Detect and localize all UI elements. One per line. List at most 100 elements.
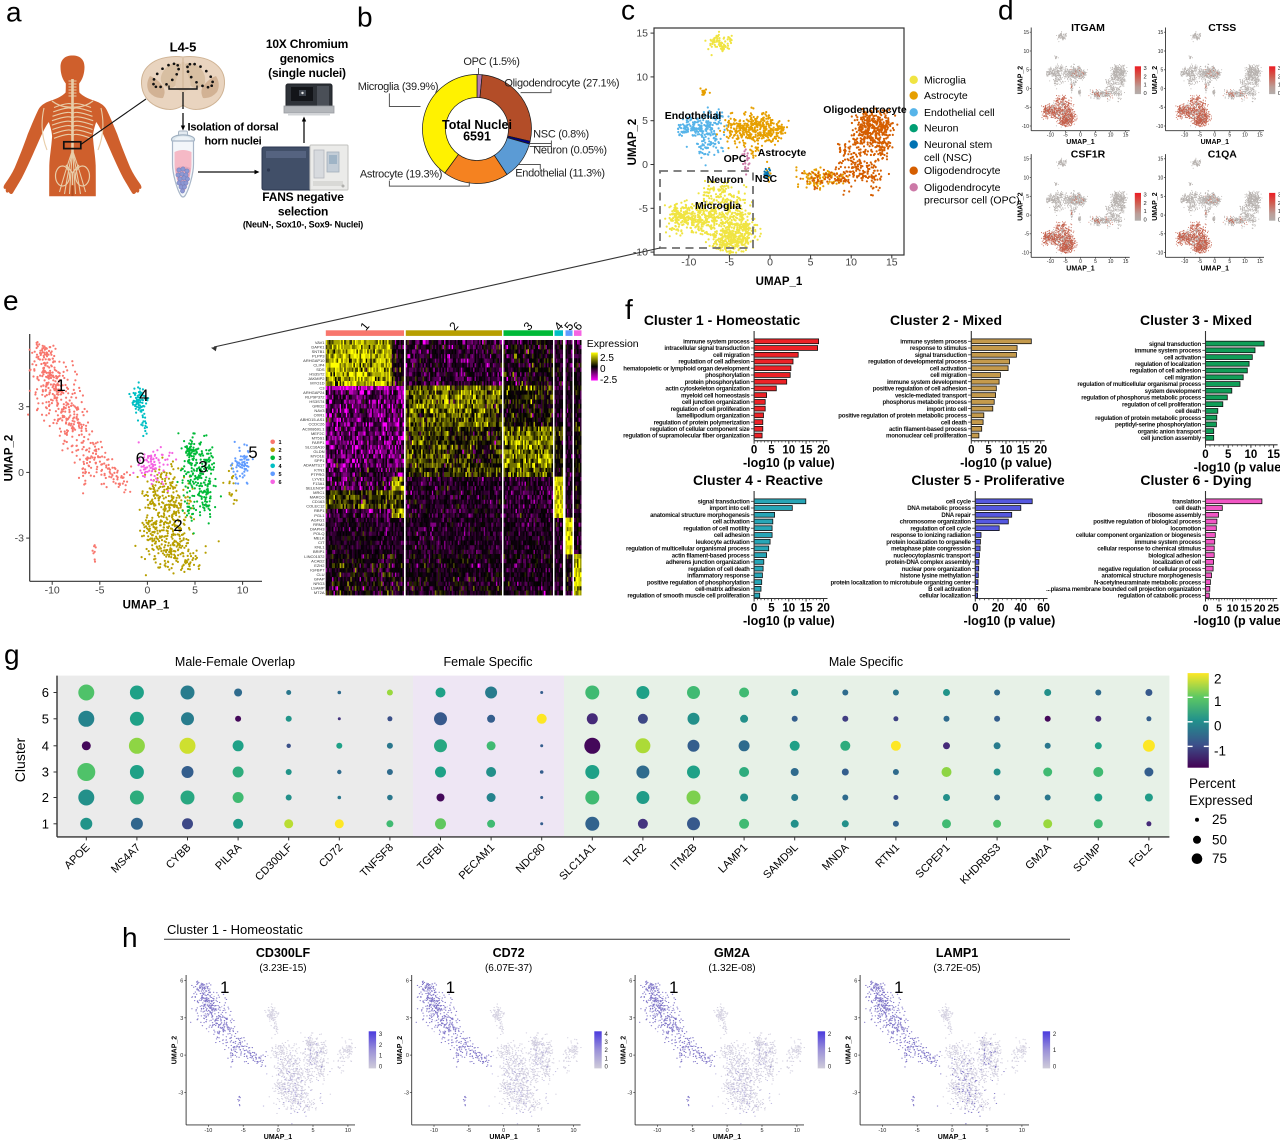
svg-text:-5: -5 [1159,232,1164,238]
svg-text:selection: selection [278,205,328,219]
svg-text:15: 15 [1240,603,1252,615]
svg-text:1: 1 [1278,209,1280,215]
svg-text:Oligodendrocyte: Oligodendrocyte [823,104,907,116]
svg-text:6: 6 [629,979,632,985]
svg-text:NRG3: NRG3 [313,581,325,586]
svg-text:ADAMTS17: ADAMTS17 [303,463,325,468]
svg-text:cell death: cell death [1175,408,1201,415]
svg-text:Endothelial (11.3%): Endothelial (11.3%) [515,168,605,180]
svg-text:1: 1 [669,978,678,997]
svg-text:(1.32E-08): (1.32E-08) [708,963,755,974]
svg-text:intracellular signal transduct: intracellular signal transduction [664,345,750,352]
svg-text:histone lysine methylation: histone lysine methylation [900,573,971,580]
svg-text:anatomical structure morphogen: anatomical structure morphogenesis [1101,573,1201,580]
svg-text:system development: system development [1145,388,1202,395]
svg-text:-log10 (p value): -log10 (p value) [1194,614,1280,628]
svg-text:PTPRG: PTPRG [311,472,325,477]
svg-text:Astrocyte: Astrocyte [924,90,968,102]
svg-text:-10: -10 [1156,124,1163,130]
svg-text:UMAP_2: UMAP_2 [1018,66,1025,95]
svg-text:myeloid cell homeostasis: myeloid cell homeostasis [681,392,750,399]
svg-text:SELENOP: SELENOP [306,486,325,491]
svg-text:-10: -10 [1181,133,1188,139]
svg-text:f: f [625,294,633,325]
svg-text:Cluster 1 - Homeostatic: Cluster 1 - Homeostatic [644,312,801,328]
svg-text:6: 6 [42,685,49,700]
svg-text:cell (NSC): cell (NSC) [924,152,972,164]
svg-text:LSAMP: LSAMP [311,586,325,591]
svg-text:positive regulation of biologi: positive regulation of biological proces… [1093,519,1202,526]
svg-text:-1: -1 [1214,744,1226,759]
svg-text:6: 6 [279,480,282,486]
svg-text:(single nuclei): (single nuclei) [268,66,346,80]
svg-text:60: 60 [1037,603,1050,615]
svg-text:-10: -10 [430,1128,438,1134]
svg-text:20: 20 [992,603,1005,615]
svg-text:0: 0 [1079,133,1082,139]
svg-text:0: 0 [1053,1065,1057,1071]
svg-text:COLEC12: COLEC12 [306,504,325,509]
svg-text:ARHGAP10: ARHGAP10 [303,358,325,363]
svg-text:regulation of localization: regulation of localization [1135,361,1202,368]
svg-text:-3: -3 [15,533,24,545]
svg-text:regulation of protein metaboli: regulation of protein metabolic process [1095,415,1202,422]
svg-text:response to stimulus: response to stimulus [910,345,968,352]
svg-text:5: 5 [1216,603,1222,615]
svg-text:SNTB1: SNTB1 [312,349,326,354]
svg-text:0: 0 [968,445,974,457]
svg-text:-10: -10 [45,585,60,597]
svg-text:Endothelial cell: Endothelial cell [924,107,995,119]
svg-text:-10: -10 [653,1128,661,1134]
svg-text:1: 1 [1144,83,1147,89]
svg-text:-5: -5 [95,585,104,597]
svg-text:NSC (0.8%): NSC (0.8%) [533,129,589,141]
svg-text:cell migration: cell migration [713,352,750,359]
svg-text:c: c [621,0,635,26]
svg-text:-10: -10 [1022,250,1029,256]
svg-text:cell activation: cell activation [713,519,751,526]
svg-text:Microglia: Microglia [695,200,741,212]
svg-text:actin cytoskeleton organizatio: actin cytoskeleton organization [665,386,750,393]
svg-text:Oligodendrocyte: Oligodendrocyte [924,182,1001,194]
svg-text:0: 0 [1202,449,1208,461]
svg-text:-3: -3 [627,1090,632,1096]
svg-text:GM2A: GM2A [714,946,750,960]
svg-text:20: 20 [817,445,830,457]
svg-text:GFAP: GFAP [314,577,325,582]
svg-text:0: 0 [1214,719,1222,734]
svg-text:b: b [357,2,373,33]
svg-text:Cluster 3 - Mixed: Cluster 3 - Mixed [1140,312,1252,328]
svg-text:1: 1 [1278,83,1280,89]
svg-text:OPC: OPC [724,153,747,165]
svg-text:1: 1 [42,816,49,831]
svg-text:PLPP3: PLPP3 [312,353,325,358]
svg-text:MRC1: MRC1 [313,490,325,495]
svg-text:1: 1 [379,1054,383,1060]
svg-text:0: 0 [1026,213,1029,219]
svg-text:JAKMIP2: JAKMIP2 [308,376,325,381]
svg-text:2: 2 [1144,74,1147,80]
svg-text:3: 3 [279,456,282,462]
svg-text:...plasma membrane bounded cel: ...plasma membrane bounded cell projecti… [1046,586,1201,593]
svg-text:-5: -5 [1159,105,1164,111]
svg-text:0: 0 [1213,259,1216,265]
svg-text:CLU: CLU [316,572,324,577]
svg-text:(NeuN-, Sox10-, Sox9- Nuclei): (NeuN-, Sox10-, Sox9- Nuclei) [243,220,363,230]
svg-text:-5: -5 [1198,133,1203,139]
svg-text:UMAP_2: UMAP_2 [1152,192,1159,221]
svg-text:15: 15 [1123,259,1129,265]
svg-text:1: 1 [56,376,65,395]
svg-text:ribosome assembly: ribosome assembly [1148,512,1202,519]
svg-text:translation: translation [1172,499,1201,506]
svg-text:0: 0 [629,1053,632,1059]
svg-text:cell activation: cell activation [930,365,968,372]
svg-text:UMAP_2: UMAP_2 [846,1036,853,1065]
svg-text:GLDN: GLDN [313,449,324,454]
svg-text:C3: C3 [319,385,325,390]
svg-text:-10: -10 [878,1128,886,1134]
svg-text:10: 10 [1158,175,1164,181]
svg-text:OXR1: OXR1 [314,413,326,418]
svg-text:Female Specific: Female Specific [444,655,533,669]
svg-text:SLC16A10: SLC16A10 [305,445,325,450]
svg-text:-10: -10 [681,257,696,269]
